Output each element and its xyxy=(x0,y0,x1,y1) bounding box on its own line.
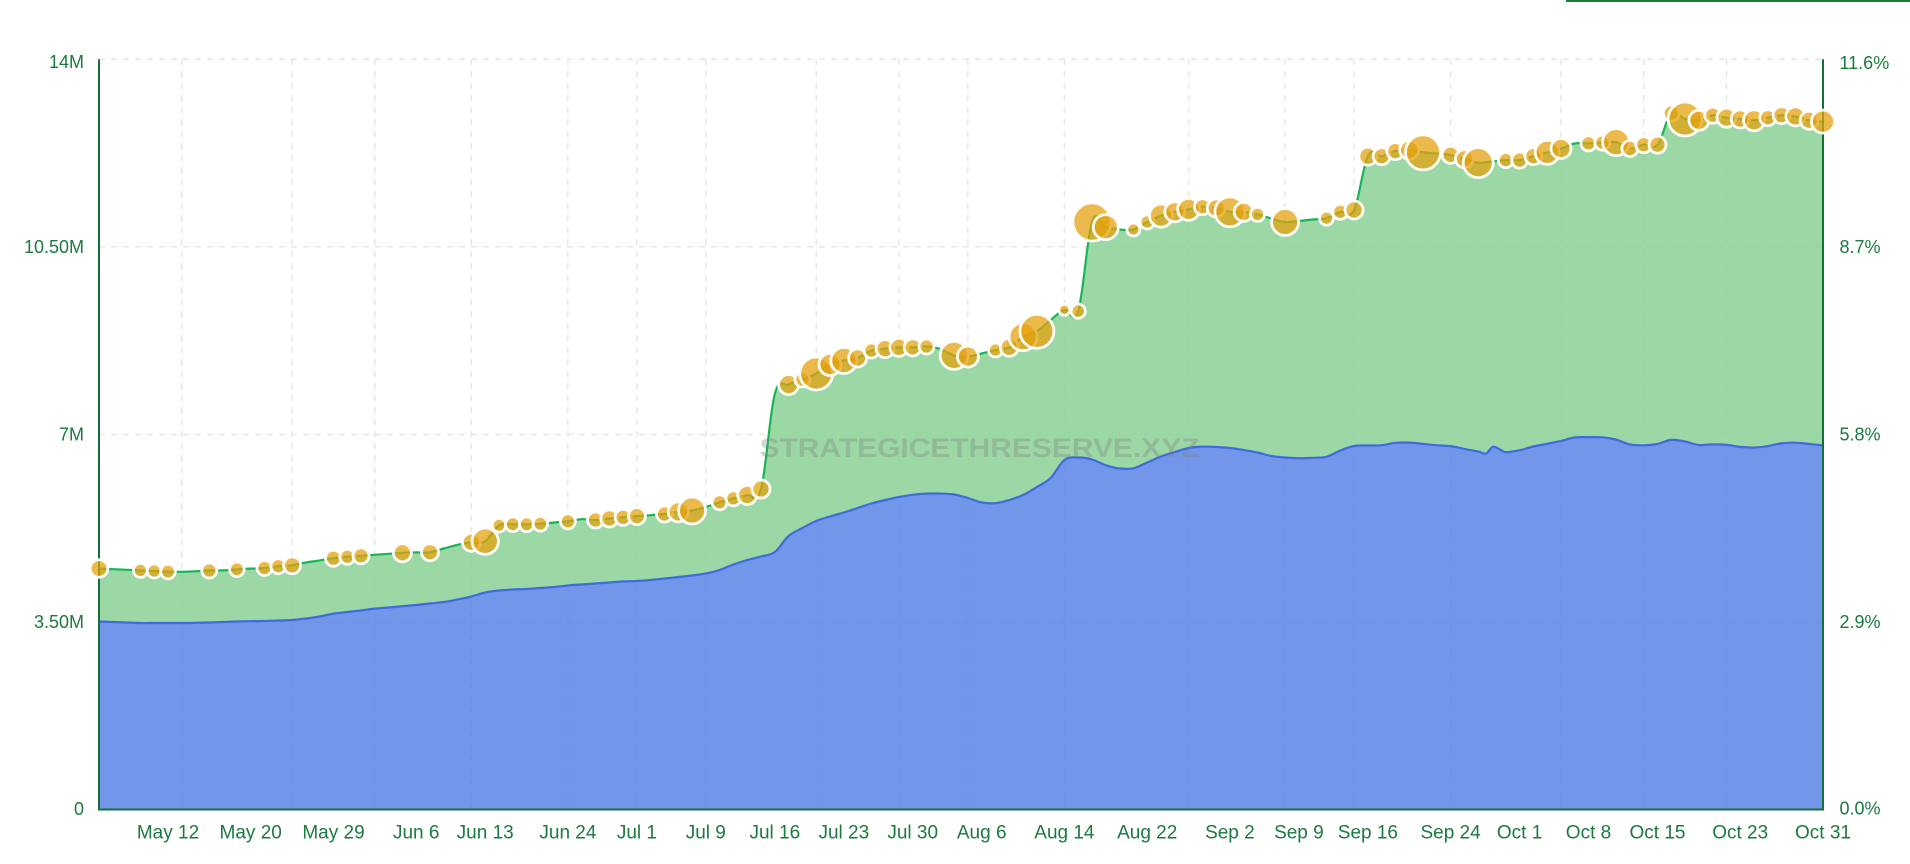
svg-text:10.50M: 10.50M xyxy=(24,237,84,257)
svg-text:Jul 9: Jul 9 xyxy=(686,823,726,844)
svg-text:7M: 7M xyxy=(59,424,84,444)
svg-text:Oct 8: Oct 8 xyxy=(1566,823,1611,844)
svg-text:Jun 6: Jun 6 xyxy=(393,823,439,844)
svg-text:2.9%: 2.9% xyxy=(1840,612,1881,632)
svg-text:Oct 23: Oct 23 xyxy=(1712,823,1768,844)
svg-text:May 12: May 12 xyxy=(137,823,199,844)
svg-text:Jul 1: Jul 1 xyxy=(617,823,657,844)
svg-text:Aug 22: Aug 22 xyxy=(1117,823,1177,844)
svg-text:Jun 13: Jun 13 xyxy=(457,823,514,844)
svg-text:Jul 16: Jul 16 xyxy=(749,823,800,844)
svg-text:Sep 24: Sep 24 xyxy=(1420,823,1481,844)
svg-text:May 29: May 29 xyxy=(302,823,364,844)
svg-text:Sep 16: Sep 16 xyxy=(1338,823,1398,844)
svg-text:0: 0 xyxy=(74,799,84,819)
svg-text:0.0%: 0.0% xyxy=(1840,799,1881,819)
svg-text:5.8%: 5.8% xyxy=(1840,424,1881,444)
svg-text:Jul 30: Jul 30 xyxy=(887,823,938,844)
svg-text:May 20: May 20 xyxy=(220,823,282,844)
svg-text:Oct 1: Oct 1 xyxy=(1497,823,1542,844)
svg-text:Jun 24: Jun 24 xyxy=(539,823,596,844)
svg-text:Jul 23: Jul 23 xyxy=(818,823,869,844)
svg-text:Oct 31: Oct 31 xyxy=(1795,823,1851,844)
svg-text:Sep 9: Sep 9 xyxy=(1274,823,1324,844)
svg-text:Sep 2: Sep 2 xyxy=(1205,823,1255,844)
svg-text:Aug 14: Aug 14 xyxy=(1034,823,1095,844)
svg-text:14M: 14M xyxy=(49,52,84,72)
svg-text:Aug 6: Aug 6 xyxy=(957,823,1007,844)
svg-text:Oct 15: Oct 15 xyxy=(1630,823,1686,844)
svg-text:8.7%: 8.7% xyxy=(1840,237,1881,257)
svg-text:3.50M: 3.50M xyxy=(34,612,84,632)
svg-text:STRATEGICETHRESERVE.XYZ: STRATEGICETHRESERVE.XYZ xyxy=(760,433,1200,463)
svg-text:11.6%: 11.6% xyxy=(1840,53,1890,73)
